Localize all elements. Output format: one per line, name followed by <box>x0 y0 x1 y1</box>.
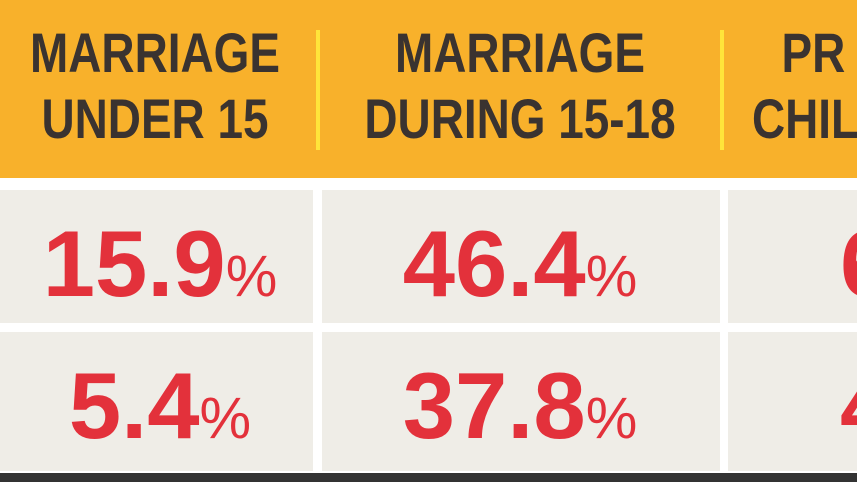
cell-number: 6 <box>840 211 857 316</box>
cell-number: 37.8 <box>403 353 586 458</box>
cell-number: 4 <box>840 353 857 458</box>
cell-number: 46.4 <box>403 211 586 316</box>
cell-value: 4 <box>840 353 857 458</box>
header-line-group: DURING 15-18 <box>364 88 675 150</box>
cell-unit: % <box>586 244 638 309</box>
bottom-bar <box>0 473 857 482</box>
cell-bg <box>0 332 313 471</box>
cell-bg <box>728 190 857 323</box>
header-text: MARRIAGE <box>395 22 645 84</box>
cell-value: 5.4% <box>69 353 251 458</box>
cell-number: 5.4 <box>69 353 200 458</box>
cell-bg <box>728 332 857 471</box>
header-text: CHIL <box>752 88 857 150</box>
header-divider <box>316 30 320 150</box>
header-line-group: MARRIAGE <box>395 22 645 84</box>
cell-value: 15.9% <box>43 211 278 316</box>
cell-unit: % <box>200 386 252 451</box>
cell-value: 6 <box>840 211 857 316</box>
header-line-group: MARRIAGE <box>30 22 280 84</box>
header-text: PR <box>782 22 846 84</box>
header-text: UNDER 15 <box>41 88 268 150</box>
cell-unit: % <box>226 244 278 309</box>
header-line-group: PR <box>782 22 846 84</box>
cell-unit: % <box>586 386 638 451</box>
header-text: DURING 15-18 <box>364 88 675 150</box>
cell-bg <box>322 190 720 323</box>
header-text: MARRIAGE <box>30 22 280 84</box>
header-divider <box>720 30 724 150</box>
cell-bg <box>0 190 313 323</box>
cell-number: 15.9 <box>43 211 226 316</box>
cell-bg <box>322 332 720 471</box>
cell-value: 37.8% <box>403 353 638 458</box>
header-band <box>0 0 857 178</box>
header-line-group: UNDER 15 <box>41 88 268 150</box>
header-line-group: CHIL <box>752 88 857 150</box>
cell-value: 46.4% <box>403 211 638 316</box>
